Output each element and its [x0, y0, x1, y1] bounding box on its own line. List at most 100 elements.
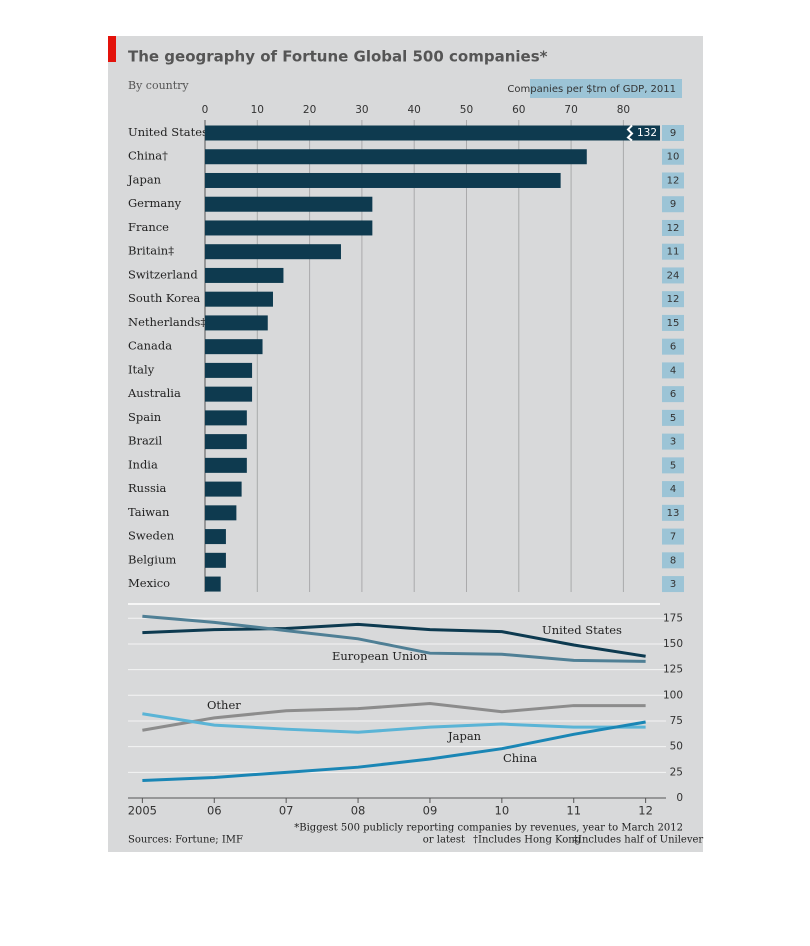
table-cell: [662, 552, 684, 569]
series-label: Japan: [447, 729, 482, 743]
x-tick-label: 10: [495, 804, 510, 818]
y-tick-label: Netherlands‡: [128, 315, 206, 329]
y-tick-label: Brazil: [128, 434, 163, 448]
x-tick-label: 06: [207, 804, 222, 818]
table-cell: [662, 386, 684, 403]
x-tick-label: 2005: [128, 804, 157, 818]
table-value: 12: [667, 223, 680, 234]
footnote: or latest: [423, 835, 465, 846]
table-cell: [662, 196, 684, 213]
bar: [205, 552, 226, 568]
y-tick-label: Spain: [128, 410, 162, 424]
table-value: 13: [667, 508, 680, 519]
table-value: 24: [667, 270, 680, 281]
bar: [205, 267, 284, 283]
table-cell: [662, 433, 684, 450]
y-tick-label: Belgium: [128, 552, 176, 566]
table-value: 9: [670, 128, 676, 139]
line: [142, 702, 646, 732]
x-tick-label: 0: [202, 104, 209, 116]
table-cell: [662, 409, 684, 426]
table-value: 4: [670, 365, 676, 376]
y-tick-label: India: [128, 457, 158, 471]
table-value: 4: [670, 484, 676, 495]
x-tick-label: 08: [351, 804, 366, 818]
y-tick-label: Britain‡: [128, 244, 174, 258]
line: [142, 614, 646, 663]
y-tick-label: Canada: [128, 339, 172, 353]
table-value: 7: [670, 532, 676, 543]
table-cell: [662, 314, 684, 331]
table-cell: [662, 504, 684, 521]
x-tick-label: 07: [279, 804, 294, 818]
y-tick-label: 100: [663, 689, 683, 701]
bar: [205, 481, 242, 497]
bar: [205, 410, 247, 426]
table-cell: [662, 172, 684, 189]
table-cell: [662, 125, 684, 141]
bar: [205, 339, 263, 355]
y-tick-label: Mexico: [128, 576, 170, 590]
table-value: 9: [670, 199, 676, 210]
x-tick-label: 12: [638, 804, 653, 818]
series-label: Other: [207, 698, 241, 712]
y-tick-label: Australia: [127, 386, 181, 400]
line-plot: [128, 608, 660, 798]
x-tick-label: 20: [303, 104, 316, 116]
y-tick-label: 150: [663, 638, 683, 650]
y-tick-label: Switzerland: [128, 267, 198, 281]
y-tick-label: Russia: [128, 481, 167, 495]
bar: [205, 576, 221, 592]
x-tick-label: 60: [512, 104, 525, 116]
footnote: †Includes Hong Kong: [473, 835, 582, 846]
table-cell: [662, 457, 684, 474]
table-value: 6: [670, 389, 676, 400]
table-value: 10: [667, 152, 680, 163]
bar-break: [626, 124, 634, 142]
x-tick-label: 70: [564, 104, 577, 116]
x-tick-label: 11: [566, 804, 581, 818]
value-label: 132: [637, 127, 657, 139]
table-cell: [662, 576, 684, 593]
table-cell: [662, 148, 684, 165]
series-label: China: [503, 751, 537, 765]
bar: [205, 172, 561, 188]
series-label: European Union: [332, 649, 428, 663]
table-cell: [662, 267, 684, 284]
y-tick-label: Germany: [128, 196, 182, 210]
red-tag: [108, 36, 116, 62]
bar: [205, 220, 373, 236]
bar: [205, 149, 587, 165]
y-tick-label: 75: [670, 715, 683, 727]
table-value: 11: [667, 247, 680, 258]
subtitle: By country: [128, 79, 189, 92]
table-value: 12: [667, 294, 680, 305]
table-value: 8: [670, 555, 676, 566]
bar: [205, 434, 247, 450]
footnote: ‡Includes half of Unilever: [573, 835, 703, 846]
y-tick-label: 125: [663, 664, 683, 676]
y-tick-label: Taiwan: [128, 505, 170, 519]
bar: [205, 196, 373, 212]
x-tick-label: 09: [423, 804, 438, 818]
table-value: 5: [670, 460, 676, 471]
table-cell: [662, 243, 684, 260]
bar: [205, 386, 253, 402]
table-value: 12: [667, 175, 680, 186]
table-value: 6: [670, 342, 676, 353]
y-tick-label: Sweden: [128, 529, 175, 543]
line: [142, 712, 646, 734]
y-tick-label: 50: [670, 741, 683, 753]
table-cell: [662, 219, 684, 236]
y-tick-label: 175: [663, 612, 683, 624]
footnote: *Biggest 500 publicly reporting companie…: [294, 823, 683, 834]
x-tick-label: 10: [251, 104, 264, 116]
table-cell: [662, 338, 684, 355]
bar: [205, 505, 237, 521]
x-tick-label: 30: [355, 104, 368, 116]
y-tick-label: 0: [676, 792, 683, 804]
y-tick-label: France: [128, 220, 169, 234]
series-label: United States: [542, 623, 622, 637]
